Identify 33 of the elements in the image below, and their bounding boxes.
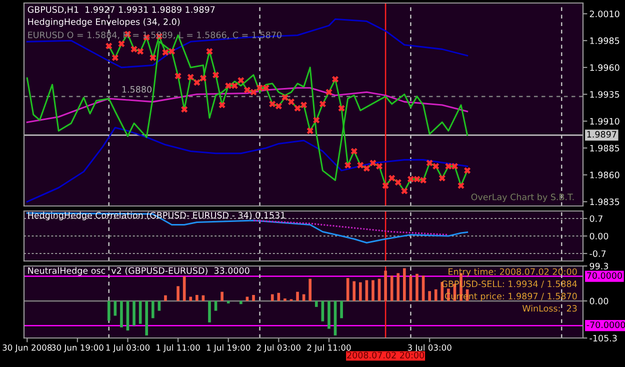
- y-tick-label: -0.7: [590, 250, 606, 257]
- annotation: OverLay Chart by S.B.T.: [471, 193, 574, 202]
- annotation: Entry time: 2008.07.02 20:00: [448, 268, 577, 277]
- annotation: 1.5880: [122, 86, 152, 93]
- y-tick-label: 1.9910: [590, 118, 620, 125]
- chart-title: NeutralHedge osc v2 (GBPUSD-EURUSD) 33.0000: [28, 267, 250, 276]
- y-tick-label: 99.3: [590, 262, 608, 270]
- y-tick-label: 0.7: [590, 215, 602, 222]
- x-tick-label: 1 Jul 11:00: [156, 344, 200, 352]
- x-tick-label: 1 Jul 19:00: [206, 344, 250, 352]
- ref-line-label: 70.0000: [587, 272, 622, 279]
- y-tick-label: 0.00: [590, 232, 608, 240]
- x-tick-label: 2 Jul 11:00: [307, 344, 351, 352]
- annotation: WinLoss: 23: [522, 304, 577, 312]
- y-tick-label: -105.3: [590, 334, 617, 342]
- ref-line-label: -70.0000: [586, 322, 625, 328]
- y-tick-label: 1.9860: [590, 172, 620, 178]
- text: HedgingHedge Envelopes (34, 2.0): [28, 18, 180, 27]
- x-tick-label: 30 Jun 2008: [2, 344, 52, 352]
- chart-title: GBPUSD,H1 1.9927 1.9931 1.9889 1.9897: [28, 6, 215, 14]
- x-tick-label: 1 Jul 03:00: [106, 344, 150, 352]
- ref-line-label: 2008.07.02 20:00: [347, 352, 424, 358]
- y-tick-label: 1.9935: [590, 91, 620, 98]
- y-tick-label: 1.9985: [590, 37, 620, 44]
- x-tick-label: 2 Jul 03:00: [256, 344, 300, 352]
- y-tick-label: 1.9885: [590, 144, 620, 152]
- y-tick-label: 2.0010: [590, 10, 620, 18]
- y-tick-label: 1.9960: [590, 64, 620, 71]
- x-tick-label: 30 Jun 19:00: [52, 344, 104, 352]
- x-tick-label: 3 Jul 03:00: [408, 344, 452, 352]
- y-tick-label: 0.00: [590, 298, 608, 304]
- y-tick-label: 1.9835: [590, 198, 620, 206]
- ref-line-label: 1.9897: [587, 131, 616, 138]
